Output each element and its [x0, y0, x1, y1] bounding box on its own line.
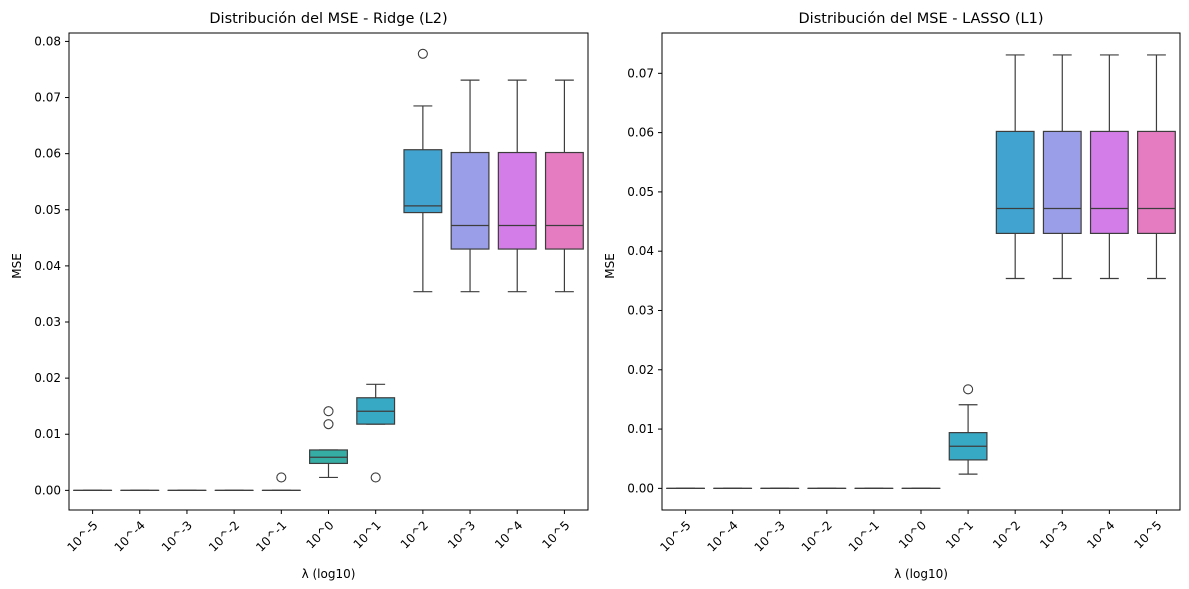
y-tick-label: 0.06 [34, 147, 61, 161]
y-tick-label: 0.06 [627, 126, 654, 140]
outlier-point [963, 384, 974, 395]
y-tick-label: 0.05 [627, 185, 654, 199]
box-body [1042, 130, 1082, 235]
box-10^1 [948, 384, 988, 475]
box-10^3 [1042, 54, 1082, 280]
y-tick-label: 0.00 [34, 483, 61, 497]
box-body [497, 151, 537, 250]
outlier-point [276, 472, 287, 483]
y-tick-label: 0.02 [34, 371, 61, 385]
box-10^3 [450, 79, 490, 293]
box-10^2 [403, 48, 443, 293]
y-tick-label: 0.07 [627, 66, 654, 80]
y-tick-label: 0.05 [34, 203, 61, 217]
y-tick-label: 0.07 [34, 91, 61, 105]
box-10^5 [1137, 54, 1176, 280]
chart-title: Distribución del MSE - Ridge (L2) [209, 11, 447, 27]
plot-frame [68, 32, 589, 511]
box-body [995, 130, 1035, 235]
y-axis-label: MSE [603, 253, 617, 279]
box-body [450, 151, 490, 250]
box-10^5 [544, 79, 584, 293]
y-tick-label: 0.02 [627, 363, 654, 377]
box-10^-1 [261, 472, 301, 491]
x-axis-label: λ (log10) [302, 567, 356, 581]
outlier-point [323, 406, 334, 417]
y-tick-label: 0.01 [34, 427, 61, 441]
y-tick-label: 0.04 [34, 259, 61, 273]
y-tick-label: 0.03 [627, 303, 654, 317]
y-tick-label: 0.08 [34, 34, 61, 48]
box-10^4 [497, 79, 537, 293]
box-body [544, 151, 584, 250]
box-body [1089, 130, 1129, 235]
box-10^1 [356, 383, 396, 483]
y-tick-label: 0.03 [34, 315, 61, 329]
outlier-point [323, 419, 334, 430]
plot-frame [661, 32, 1181, 511]
outlier-point [417, 48, 428, 59]
y-axis-label: MSE [10, 253, 24, 279]
box-body [403, 149, 443, 214]
y-tick-label: 0.00 [627, 481, 654, 495]
x-axis-label: λ (log10) [894, 567, 948, 581]
y-tick-label: 0.01 [627, 422, 654, 436]
chart-title: Distribución del MSE - LASSO (L1) [799, 11, 1044, 27]
outlier-point [370, 472, 381, 483]
box-10^4 [1089, 54, 1129, 280]
y-tick-label: 0.04 [627, 244, 654, 258]
box-10^2 [995, 54, 1035, 280]
box-body [1137, 130, 1176, 235]
box-10^0 [309, 406, 348, 479]
